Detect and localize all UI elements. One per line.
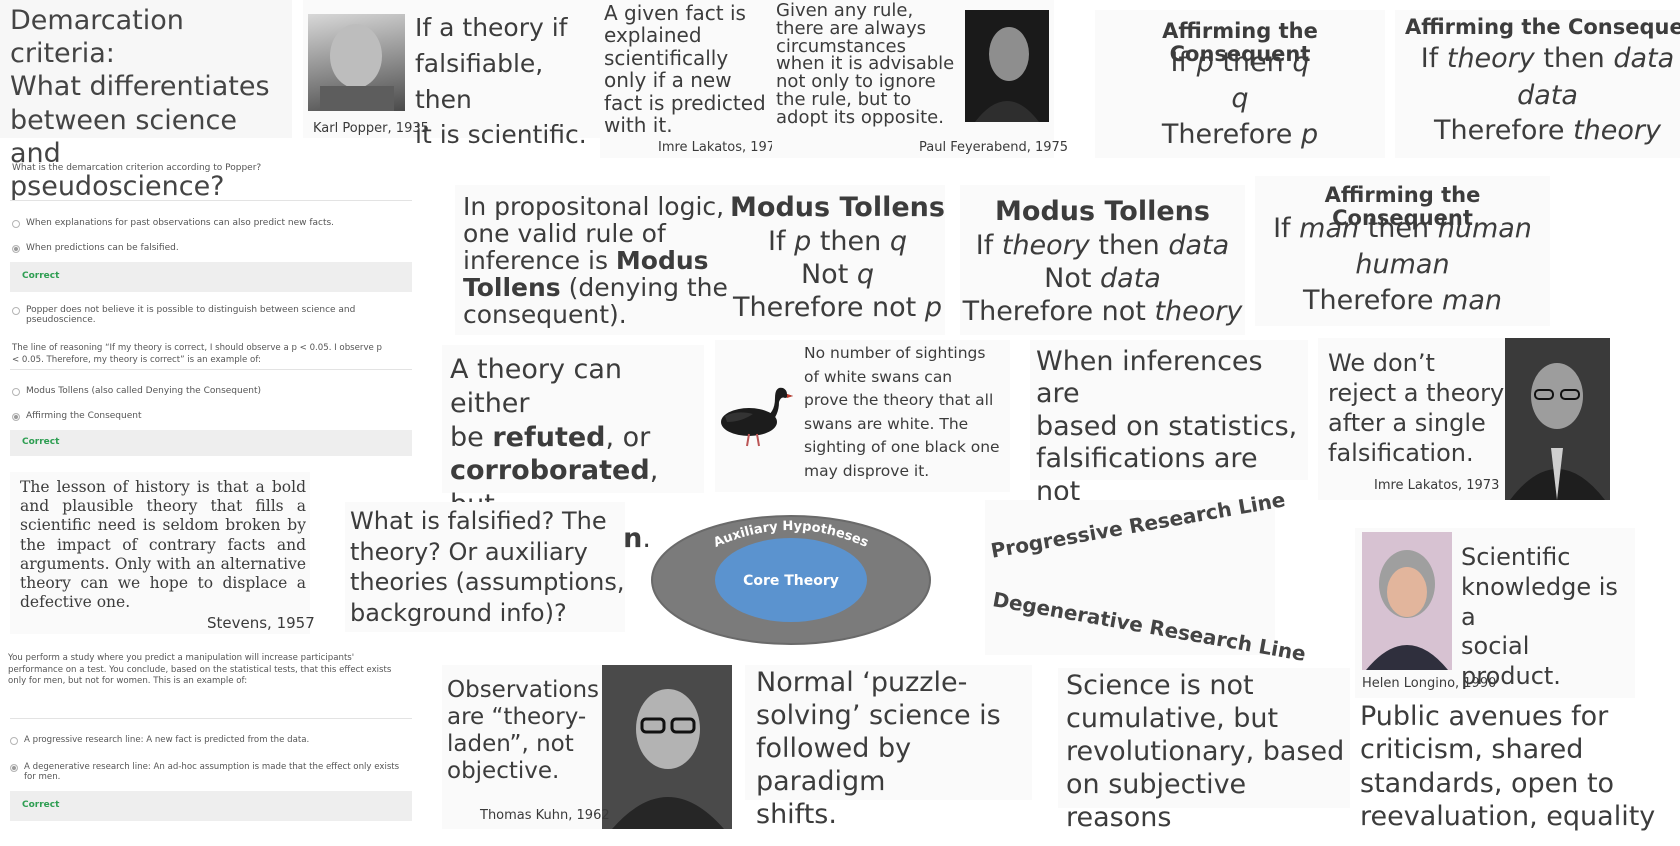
progressive-line-label: Progressive Research Line (988, 487, 1288, 563)
lakatos-portrait (1505, 338, 1610, 500)
affirm-theory-line3: Therefore theory (1434, 115, 1661, 146)
quiz-divider (10, 200, 412, 201)
affirm-pq-title: Affirming the Consequent (1162, 19, 1318, 67)
affirm-man-card: Affirming the Consequent If man then hum… (1255, 176, 1550, 326)
radio-button[interactable] (10, 737, 18, 745)
swans-text: No number of sightings of white swans ca… (804, 344, 1000, 480)
feyerabend-portrait (965, 10, 1049, 122)
falsified-text: What is falsified? The theory? Or auxili… (350, 507, 625, 628)
quiz-1-option-1[interactable]: When explanations for past observations … (12, 218, 412, 228)
modus-pq-line3: Therefore not p (732, 292, 942, 323)
kuhn-card: Observations are “theory- laden”, not ob… (442, 665, 732, 829)
feyerabend-quote: Given any rule, there are always circums… (776, 0, 955, 128)
modus-pq-card: Modus Tollens If p then q Not q Therefor… (730, 185, 945, 335)
affirm-pq-line3: Therefore p (1161, 119, 1319, 150)
statistics-card: When inferences are based on statistics,… (1030, 340, 1308, 539)
affirm-man-title: Affirming the Consequent (1324, 183, 1481, 231)
modus-pq-line2: Not q (800, 259, 875, 290)
quiz-3-option-2[interactable]: A degenerative research line: An ad-hoc … (10, 762, 400, 782)
stevens-quote: The lesson of history is that a bold and… (20, 478, 306, 612)
feyerabend-card: Given any rule, there are always circums… (772, 0, 1068, 158)
quiz-2-option-1[interactable]: Modus Tollens (also called Denying the C… (12, 386, 412, 396)
quiz-question-1: What is the demarcation criterion accord… (12, 163, 262, 173)
revolution-card: Science is not cumulative, but revolutio… (1058, 668, 1350, 833)
modus-theory-line2: Not data (1044, 263, 1161, 294)
puzzle-card: Normal ‘puzzle- solving’ science is foll… (745, 665, 1032, 830)
affirm-man-line2: human (1355, 249, 1450, 280)
radio-button-selected[interactable] (12, 245, 20, 253)
quiz-question-2: The line of reasoning “If my theory is c… (12, 343, 383, 365)
kuhn-caption: Thomas Kuhn, 1962 (480, 808, 610, 823)
modus-theory-line1: If theory then data (975, 230, 1230, 261)
stevens-caption: Stevens, 1957 (207, 614, 315, 632)
affirm-pq-card: Affirming the Consequent If p then q q T… (1095, 10, 1385, 158)
radio-button[interactable] (12, 307, 20, 315)
swans-card: No number of sightings of white swans ca… (715, 340, 1010, 492)
radio-button-selected[interactable] (12, 413, 20, 421)
research-lines-card: Progressive Research Line Degenerative R… (985, 487, 1308, 666)
stevens-card: The lesson of history is that a bold and… (10, 472, 315, 634)
quiz-divider (10, 369, 412, 370)
popper-caption: Karl Popper, 1935 (313, 121, 429, 136)
modus-pq-title: Modus Tollens (730, 192, 945, 223)
affirm-theory-line1: If theory then data (1420, 43, 1675, 74)
longino-card: Scientific knowledge is a social product… (1355, 528, 1635, 698)
quiz-3-option-1[interactable]: A progressive research line: A new fact … (10, 735, 410, 745)
puzzle-text: Normal ‘puzzle- solving’ science is foll… (756, 667, 1001, 830)
popper-portrait (308, 14, 405, 111)
modus-intro-card: In propositonal logic, one valid rule of… (455, 185, 730, 335)
longino-quote: Scientific knowledge is a social product… (1461, 543, 1618, 690)
radio-button[interactable] (12, 220, 20, 228)
quiz-2-feedback: Correct (10, 430, 412, 456)
falsified-card: What is falsified? The theory? Or auxili… (345, 502, 625, 632)
feyerabend-caption: Paul Feyerabend, 1975 (919, 140, 1069, 155)
affirm-theory-line2: data (1517, 80, 1578, 111)
lakatos-reject-card: We don’t reject a theory after a single … (1318, 338, 1610, 500)
modus-intro-text: In propositonal logic, one valid rule of… (463, 192, 728, 329)
demarcation-card: Demarcation criteria: What differentiate… (0, 0, 292, 202)
quiz-1-option-2[interactable]: When predictions can be falsified. (12, 243, 412, 253)
lakatos-fact-quote: A given fact is explained scientifically… (604, 1, 766, 137)
quiz-divider (10, 718, 412, 719)
kuhn-quote: Observations are “theory- laden”, not ob… (447, 677, 600, 784)
black-swan-image (717, 370, 793, 450)
longino-criteria: Public avenues for criticism, shared sta… (1360, 701, 1656, 833)
quiz-3-feedback: Correct (10, 791, 412, 821)
modus-theory-card: Modus Tollens If theory then data Not da… (960, 185, 1245, 335)
hypotheses-diagram: Auxiliary Hypotheses Core Theory (650, 508, 932, 646)
core-theory-label: Core Theory (743, 573, 839, 589)
revolution-text: Science is not cumulative, but revolutio… (1066, 670, 1345, 833)
core-theory-ellipse (715, 538, 867, 622)
affirm-theory-card: Affirming the Consequent If theory then … (1395, 10, 1680, 158)
quiz-2-option-2[interactable]: Affirming the Consequent (12, 411, 412, 421)
lakatos-reject-quote: We don’t reject a theory after a single … (1328, 349, 1505, 467)
quiz-1-option-3[interactable]: Popper does not believe it is possible t… (12, 305, 412, 325)
modus-theory-title: Modus Tollens (995, 196, 1210, 227)
affirm-man-line1: If man then human (1273, 213, 1532, 244)
modus-theory-line3: Therefore not theory (962, 296, 1243, 327)
quiz-1-feedback: Correct (10, 262, 412, 292)
degenerative-line-label: Degenerative Research Line (990, 587, 1308, 666)
refuted-card: A theory can either be refuted, or corro… (442, 345, 704, 554)
modus-pq-line1: If p then q (768, 226, 907, 257)
quiz-question-3: You perform a study where you predict a … (8, 653, 392, 687)
popper-card: If a theory if falsifiable, then it is s… (303, 0, 600, 149)
longino-caption: Helen Longino, 1990 (1362, 676, 1497, 691)
lakatos-fact-caption: Imre Lakatos, 1973 (658, 140, 784, 155)
longino-portrait (1362, 532, 1452, 670)
popper-quote: If a theory if falsifiable, then it is s… (415, 13, 587, 150)
affirm-man-line3: Therefore man (1302, 285, 1503, 316)
lakatos-fact-card: A given fact is explained scientifically… (600, 0, 783, 158)
demarcation-heading: Demarcation criteria: What differentiate… (10, 5, 270, 203)
affirm-theory-title: Affirming the Consequent (1405, 15, 1680, 39)
radio-button-selected[interactable] (10, 764, 18, 772)
lakatos-reject-caption: Imre Lakatos, 1973 (1374, 478, 1500, 493)
kuhn-portrait (602, 665, 732, 829)
radio-button[interactable] (12, 388, 20, 396)
affirm-pq-line1: If p then q (1170, 47, 1310, 78)
affirm-pq-line2: q (1231, 83, 1249, 114)
